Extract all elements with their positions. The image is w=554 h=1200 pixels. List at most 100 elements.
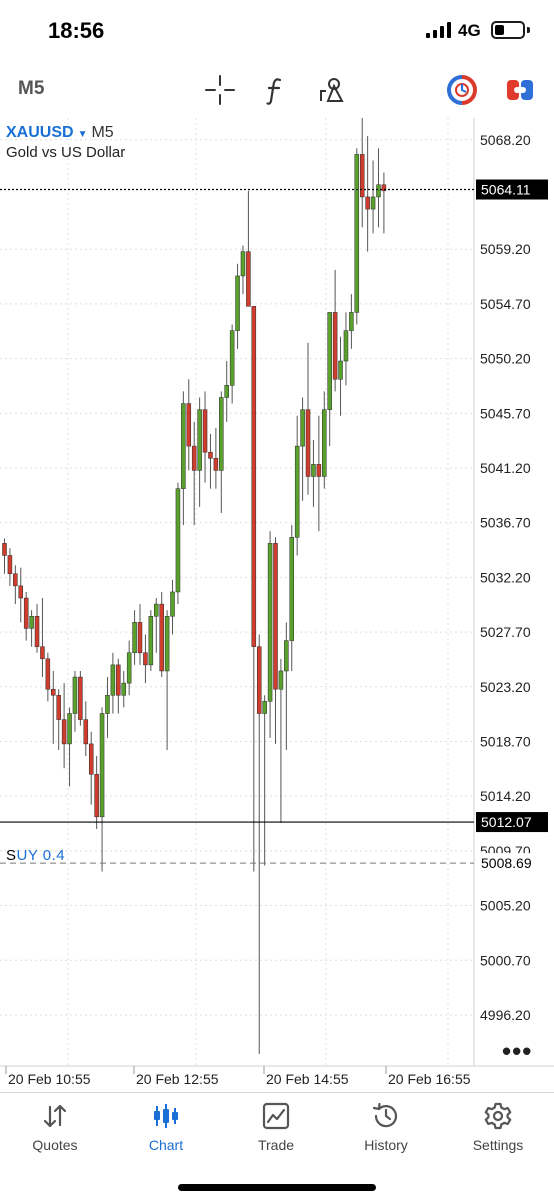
tab-chart[interactable]: Chart — [116, 1101, 216, 1161]
signal-icon — [426, 22, 451, 38]
candle-bearish — [51, 688, 56, 696]
y-axis-tick-label: 5041.20 — [480, 460, 531, 476]
status-time: 18:56 — [48, 18, 105, 43]
history-clock-icon — [372, 1102, 398, 1128]
candle-bearish — [34, 616, 40, 647]
position-label-text: UY 0.4 — [16, 847, 66, 864]
candle-bullish — [175, 488, 181, 593]
x-axis-tick-label: 20 Feb 14:55 — [266, 1071, 349, 1087]
y-axis-tick-label: 5054.70 — [480, 296, 531, 312]
battery-tip — [527, 27, 530, 33]
y-axis-tick-label: 5068.20 — [480, 132, 531, 148]
candle-bearish — [273, 543, 278, 690]
candle-bearish — [61, 719, 67, 745]
x-axis-tick-label: 20 Feb 16:55 — [388, 1071, 471, 1087]
candle-bullish — [300, 409, 305, 447]
candle-bearish — [246, 251, 251, 307]
candle-bearish — [83, 719, 89, 745]
candle-bullish — [110, 664, 116, 696]
candle-bearish — [251, 306, 257, 647]
candle-bearish — [23, 597, 29, 629]
candle-bearish — [78, 676, 83, 720]
order-price-label: 5008.69 — [481, 855, 532, 871]
candle-bearish — [2, 543, 7, 556]
candle-bearish — [116, 664, 121, 696]
tab-chart-label: Chart — [148, 1137, 184, 1153]
candle-bullish — [72, 676, 78, 714]
candle-bullish — [278, 670, 284, 690]
candle-bearish — [213, 458, 219, 471]
home-indicator — [178, 1184, 376, 1191]
symbol-timeframe: M5 — [91, 124, 114, 141]
candle-bullish — [267, 543, 273, 702]
candle-bearish — [143, 652, 148, 666]
position-label-prefix: S — [6, 847, 17, 864]
symbol-description: Gold vs US Dollar — [6, 144, 126, 161]
order-price-tag — [476, 853, 550, 874]
objects-shapes-icon[interactable] — [316, 74, 348, 106]
candle-bearish — [94, 774, 99, 818]
tab-trade[interactable]: Trade — [226, 1101, 326, 1161]
candle-bullish — [105, 695, 110, 714]
symbol-dropdown-icon[interactable]: ▼ — [77, 129, 88, 140]
current-price-tag — [476, 179, 548, 200]
x-axis-tick-label: 20 Feb 10:55 — [8, 1071, 91, 1087]
battery-level — [495, 25, 505, 35]
price-chart[interactable]: 5068.20 5059.20 5054.70 5050.20 5045.70 5041.… — [0, 117, 554, 1092]
tab-history[interactable]: History — [336, 1101, 436, 1161]
candle-bullish — [67, 713, 72, 745]
tab-quotes-label: Quotes — [32, 1137, 78, 1153]
candle-bullish — [370, 196, 376, 210]
indicators-icon[interactable] — [260, 74, 292, 106]
candle-bullish — [29, 616, 34, 629]
y-axis-tick-label: 5023.20 — [480, 679, 531, 695]
candle-bullish — [154, 603, 159, 617]
candle-bullish — [235, 275, 240, 331]
candle-bullish — [197, 409, 202, 471]
candle-bullish — [327, 312, 332, 410]
candle-bearish — [332, 312, 338, 380]
y-axis-tick-label: 5018.70 — [480, 733, 531, 749]
y-axis-tick-label: 4996.20 — [480, 1007, 531, 1023]
candle-bearish — [13, 573, 18, 587]
symbol-selector[interactable]: XAUUSD ▼ M5 — [6, 124, 114, 142]
position-label[interactable]: SUY 0.4 — [6, 847, 65, 864]
candle-bullish — [354, 154, 360, 313]
y-axis-tick-label: 5000.70 — [480, 952, 531, 968]
candle-bullish — [126, 652, 132, 684]
candle-bearish — [7, 555, 13, 574]
candle-bearish — [88, 743, 94, 775]
candle-bullish — [181, 403, 186, 489]
trading-signal-icon[interactable] — [446, 74, 478, 106]
y-axis-tick-label: 5045.70 — [480, 405, 531, 421]
candles-icon — [154, 1104, 178, 1128]
bottom-tab-bar: Quotes Chart Trade History — [0, 1092, 554, 1200]
tab-history-label: History — [364, 1137, 408, 1153]
tab-quotes[interactable]: Quotes — [5, 1101, 105, 1161]
one-click-trading-icon[interactable] — [504, 74, 536, 106]
network-type: 4G — [458, 21, 481, 40]
symbol-name[interactable]: XAUUSD — [6, 124, 74, 141]
tab-settings[interactable]: Settings — [448, 1101, 548, 1161]
candle-bullish — [121, 682, 126, 696]
chart-canvas[interactable]: 5068.20 5059.20 5054.70 5050.20 5045.70 5041.… — [0, 117, 554, 1092]
y-axis-tick-label: 5005.20 — [480, 898, 531, 914]
trade-chart-icon — [262, 1102, 290, 1130]
candle-bearish — [159, 603, 164, 672]
candle-bullish — [148, 616, 154, 666]
crosshair-icon[interactable] — [204, 74, 236, 106]
candle-bearish — [18, 585, 24, 599]
candle-bullish — [132, 622, 137, 653]
timeframe-button[interactable]: M5 — [18, 78, 45, 99]
candle-bearish — [137, 622, 143, 653]
candle-bullish — [224, 385, 229, 398]
quotes-arrows-icon — [43, 1104, 67, 1128]
candle-bearish — [381, 184, 387, 192]
more-options-icon[interactable]: ••• — [502, 1036, 533, 1066]
candle-bullish — [164, 616, 170, 672]
candle-bullish — [170, 591, 175, 617]
bid-price-label: 5012.07 — [481, 814, 532, 830]
y-axis-tick-label: 5032.20 — [480, 569, 531, 585]
battery-icon — [491, 21, 525, 39]
y-axis-tick-label: 5059.20 — [480, 241, 531, 257]
